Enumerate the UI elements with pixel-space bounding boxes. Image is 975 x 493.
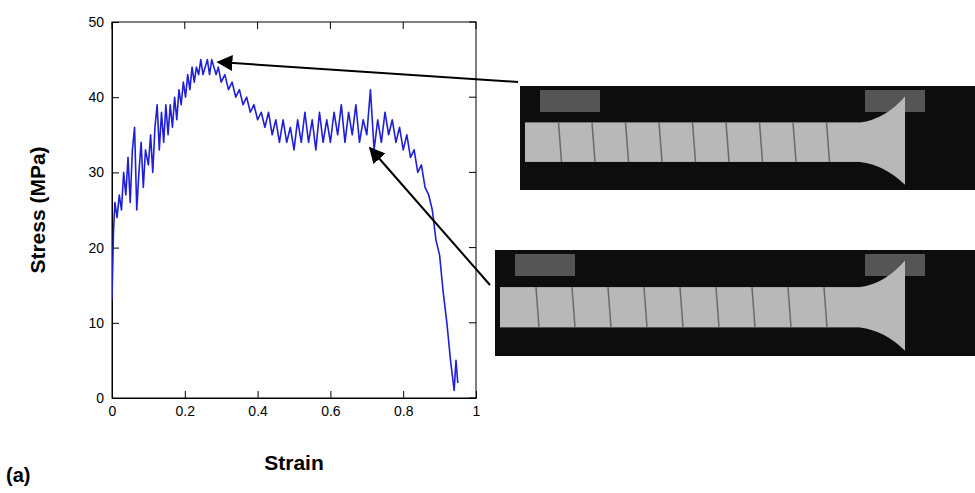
x-tick-mark [476,391,477,398]
x-tick-label: 1 [473,403,481,419]
photo-gauge-line [793,122,796,162]
x-tick-label: 0.8 [394,403,414,419]
photo-background [520,86,975,190]
y-tick: 40 [88,89,119,105]
photo-later [495,250,975,356]
y-tick-mark [112,172,119,173]
photo-specimen [500,287,860,327]
x-tick: 0.6 [321,391,341,419]
y-tick-mark-right [469,97,476,98]
y-axis-line [112,23,113,399]
photo-specimen-end [860,261,905,351]
y-axis-title: Stress (MPa) [26,146,49,273]
x-tick-mark-top [476,22,477,29]
plot-marks [112,60,458,391]
photo-gauge-line [626,122,629,162]
x-tick-mark-top [403,22,404,29]
photo-gauge-line [559,122,562,162]
photo-grip [515,254,575,276]
x-tick-mark-top [330,22,331,29]
y-tick-label: 50 [88,14,104,30]
photo-grip [540,90,600,112]
x-tick-mark [403,391,404,398]
y-tick-mark-right [469,172,476,173]
arrow [218,62,518,82]
x-tick: 0.8 [394,391,414,419]
photo-background [495,250,975,356]
x-tick: 0.2 [176,391,196,419]
x-tick: 1 [473,391,481,419]
arrow [370,148,490,285]
y-tick-mark [112,97,119,98]
photo-gauge-line [760,122,763,162]
photo-gauge-line [788,287,791,327]
photo-gauge-line [608,287,611,327]
y-tick-label: 30 [88,164,104,180]
photo-gauge-line [680,287,683,327]
stress-strain-line [112,60,458,391]
x-ticks-top [112,22,476,29]
y-tick-mark-right [469,22,476,23]
photo-gauge-line [536,287,539,327]
x-tick-label: 0.4 [248,403,268,419]
y-tick: 30 [88,164,119,180]
photo-gauge-line [693,122,696,162]
y-tick: 50 [88,14,119,30]
y-tick-mark [112,323,119,324]
x-tick-label: 0.6 [321,403,341,419]
photo-gauge-line [659,122,662,162]
photo-specimen [525,122,860,162]
y-tick-mark-right [469,247,476,248]
y-tick-mark [112,398,119,399]
x-tick-mark-top [112,22,113,29]
x-tick-mark-top [257,22,258,29]
x-axis-title: Strain [264,451,324,474]
x-tick-mark [330,391,331,398]
y-tick-label: 40 [88,89,104,105]
photo-gauge-line [592,122,595,162]
photo-gauge-line [644,287,647,327]
photo-gauge-line [824,287,827,327]
x-tick-mark-top [184,22,185,29]
y-tick-mark-right [469,398,476,399]
x-tick: 0.4 [248,391,268,419]
photo-gauge-line [572,287,575,327]
x-tick-mark [185,391,186,398]
chart: 00.20.40.60.8101020304050StrainStress (M… [0,0,975,493]
photo-peak [520,86,975,190]
x-tick-label: 0 [109,403,117,419]
photo-gauge-line [716,287,719,327]
photo-gauge-line [827,122,830,162]
photo-gauge-line [726,122,729,162]
y-tick: 10 [88,315,119,331]
y-tick-label: 10 [88,315,104,331]
y-tick-label: 20 [88,240,104,256]
x-tick-label: 0.2 [176,403,196,419]
photo-specimen-end [860,96,905,184]
photo-gauge-line [752,287,755,327]
y-tick-mark-right [469,322,476,323]
x-tick-mark [258,391,259,398]
y-tick: 20 [88,240,119,256]
x-axis-line [113,398,477,399]
y-tick-mark [112,22,119,23]
y-tick: 0 [96,390,119,406]
x-axis: 0 0.2 0.4 0.6 0.8 1 [109,391,481,419]
panel-label: (a) [6,464,30,486]
y-tick-label: 0 [96,390,104,406]
plot-frame [112,22,476,398]
